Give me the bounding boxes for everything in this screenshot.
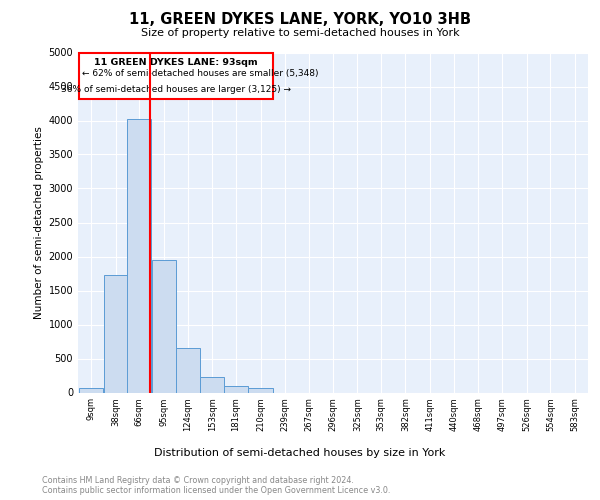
Bar [79,53,273,100]
Bar [152,260,176,392]
Bar [104,275,128,392]
Text: Contains HM Land Registry data © Crown copyright and database right 2024.: Contains HM Land Registry data © Crown c… [42,476,354,485]
Text: ← 62% of semi-detached houses are smaller (5,348): ← 62% of semi-detached houses are smalle… [82,68,319,78]
Bar [224,386,248,392]
Bar [127,119,151,392]
Text: 11 GREEN DYKES LANE: 93sqm: 11 GREEN DYKES LANE: 93sqm [94,58,257,68]
Text: 11, GREEN DYKES LANE, YORK, YO10 3HB: 11, GREEN DYKES LANE, YORK, YO10 3HB [129,12,471,28]
Text: 36% of semi-detached houses are larger (3,125) →: 36% of semi-detached houses are larger (… [61,84,291,94]
Text: Size of property relative to semi-detached houses in York: Size of property relative to semi-detach… [140,28,460,38]
Bar [248,388,272,392]
Bar [79,388,103,392]
Y-axis label: Number of semi-detached properties: Number of semi-detached properties [34,126,44,319]
Text: Contains public sector information licensed under the Open Government Licence v3: Contains public sector information licen… [42,486,391,495]
Bar [176,348,200,393]
Bar [200,376,224,392]
Text: Distribution of semi-detached houses by size in York: Distribution of semi-detached houses by … [154,448,446,458]
